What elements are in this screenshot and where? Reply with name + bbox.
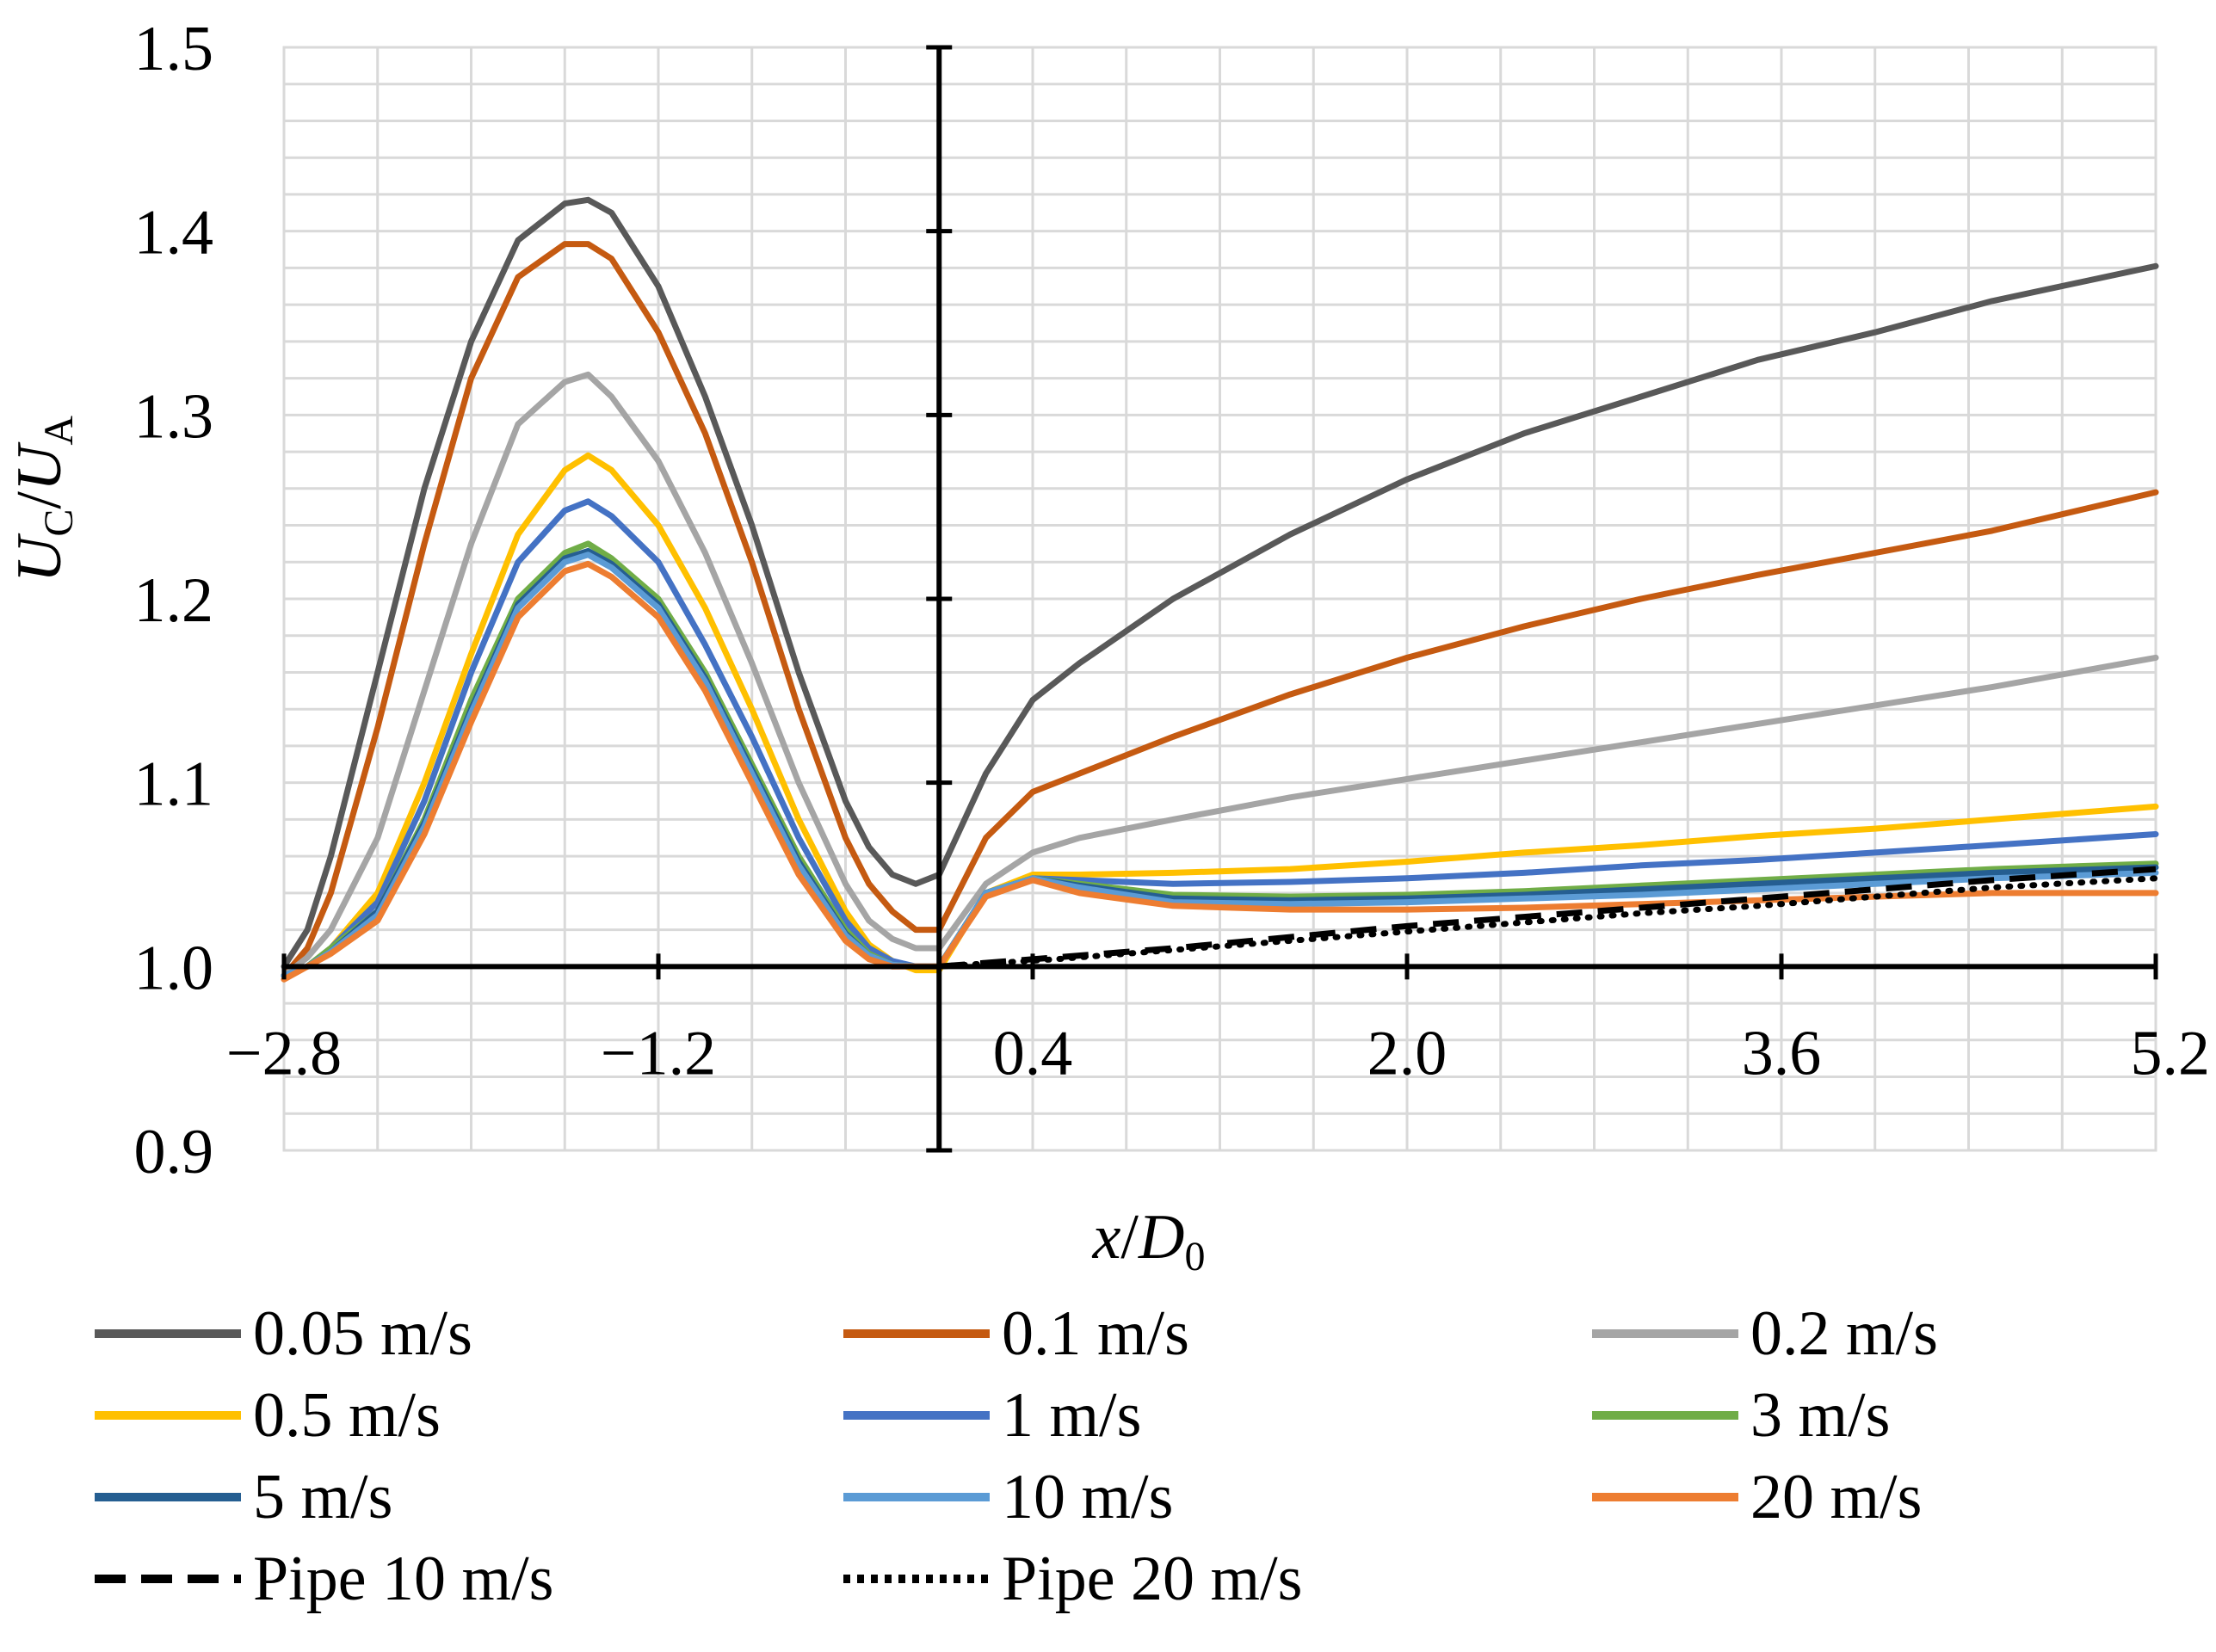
chart-tick-labels: −2.8 −1.2 0.4 2.0 3.6 5.2 0.9 1.0 1.1 1.2 1.3 1.4 1.…	[134, 14, 2211, 1187]
legend-label: 10 m/s	[1002, 1461, 1174, 1532]
series-line	[281, 241, 2159, 979]
y-tick-label: 0.9	[134, 1117, 214, 1187]
legend-label: 0.2 m/s	[1750, 1298, 1938, 1369]
legend-swatch	[843, 1575, 990, 1583]
legend-label: 3 m/s	[1750, 1379, 1891, 1451]
legend-label: 0.1 m/s	[1002, 1298, 1189, 1369]
chart-series	[281, 196, 2159, 983]
legend-swatch	[95, 1575, 241, 1583]
legend-item: 0.05 m/s	[95, 1291, 472, 1377]
line-chart: −2.8 −1.2 0.4 2.0 3.6 5.2 0.9 1.0 1.1 1.2 1.3 1.4 1.…	[4, 14, 2211, 1279]
x-tick-label: 3.6	[1742, 1018, 1822, 1088]
legend-swatch	[95, 1411, 241, 1420]
legend-swatch	[1592, 1493, 1738, 1501]
legend-item: Pipe 10 m/s	[95, 1536, 553, 1622]
y-tick-label: 1.0	[134, 933, 214, 1003]
legend-item: 10 m/s	[843, 1454, 1173, 1540]
legend-item: Pipe 20 m/s	[843, 1536, 1302, 1622]
legend-swatch	[843, 1493, 990, 1501]
x-tick-label: −1.2	[601, 1018, 716, 1088]
legend-item: 5 m/s	[95, 1454, 392, 1540]
legend-item: 0.5 m/s	[95, 1372, 441, 1458]
series-line	[935, 875, 2159, 970]
legend-label: 5 m/s	[253, 1461, 393, 1532]
series-line	[281, 371, 2159, 979]
y-tick-label: 1.2	[134, 565, 214, 636]
series-line	[281, 560, 2159, 983]
legend-swatch	[843, 1329, 990, 1338]
x-tick-label: 0.4	[993, 1018, 1073, 1088]
y-tick-label: 1.5	[134, 14, 214, 84]
x-tick-label: 2.0	[1367, 1018, 1447, 1088]
x-axis-label: x/D0	[1092, 1202, 1206, 1279]
legend-item: 0.2 m/s	[1592, 1291, 1938, 1377]
legend-label: 0.5 m/s	[253, 1379, 441, 1451]
y-axis-label: UC/UA	[4, 416, 82, 583]
legend-item: 3 m/s	[1592, 1372, 1890, 1458]
legend-label: Pipe 10 m/s	[253, 1543, 554, 1614]
y-tick-label: 1.1	[134, 749, 214, 820]
legend-label: 0.05 m/s	[253, 1298, 472, 1369]
chart-axes	[281, 45, 2158, 1153]
series-line	[281, 196, 2159, 970]
y-tick-label: 1.3	[134, 381, 214, 452]
legend-label: 1 m/s	[1002, 1379, 1142, 1451]
legend-item: 20 m/s	[1592, 1454, 1922, 1540]
legend-item: 1 m/s	[843, 1372, 1141, 1458]
x-tick-label: 5.2	[2131, 1018, 2211, 1088]
legend-swatch	[95, 1329, 241, 1338]
legend-item: 0.1 m/s	[843, 1291, 1189, 1377]
legend-label: Pipe 20 m/s	[1002, 1543, 1303, 1614]
legend-swatch	[1592, 1329, 1738, 1338]
legend-label: 20 m/s	[1750, 1461, 1923, 1532]
legend-swatch	[843, 1411, 990, 1420]
series-line	[939, 866, 2157, 970]
series-line	[281, 498, 2159, 979]
chart-legend: 0.05 m/s 0.1 m/s 0.2 m/s 0.5 m/s 1 m/s 3 m/s 5…	[95, 1291, 2194, 1635]
y-tick-label: 1.4	[134, 198, 214, 268]
legend-swatch	[1592, 1411, 1738, 1420]
chart-grid	[282, 46, 2157, 1152]
x-tick-label: −2.8	[226, 1018, 342, 1088]
legend-swatch	[95, 1493, 241, 1501]
